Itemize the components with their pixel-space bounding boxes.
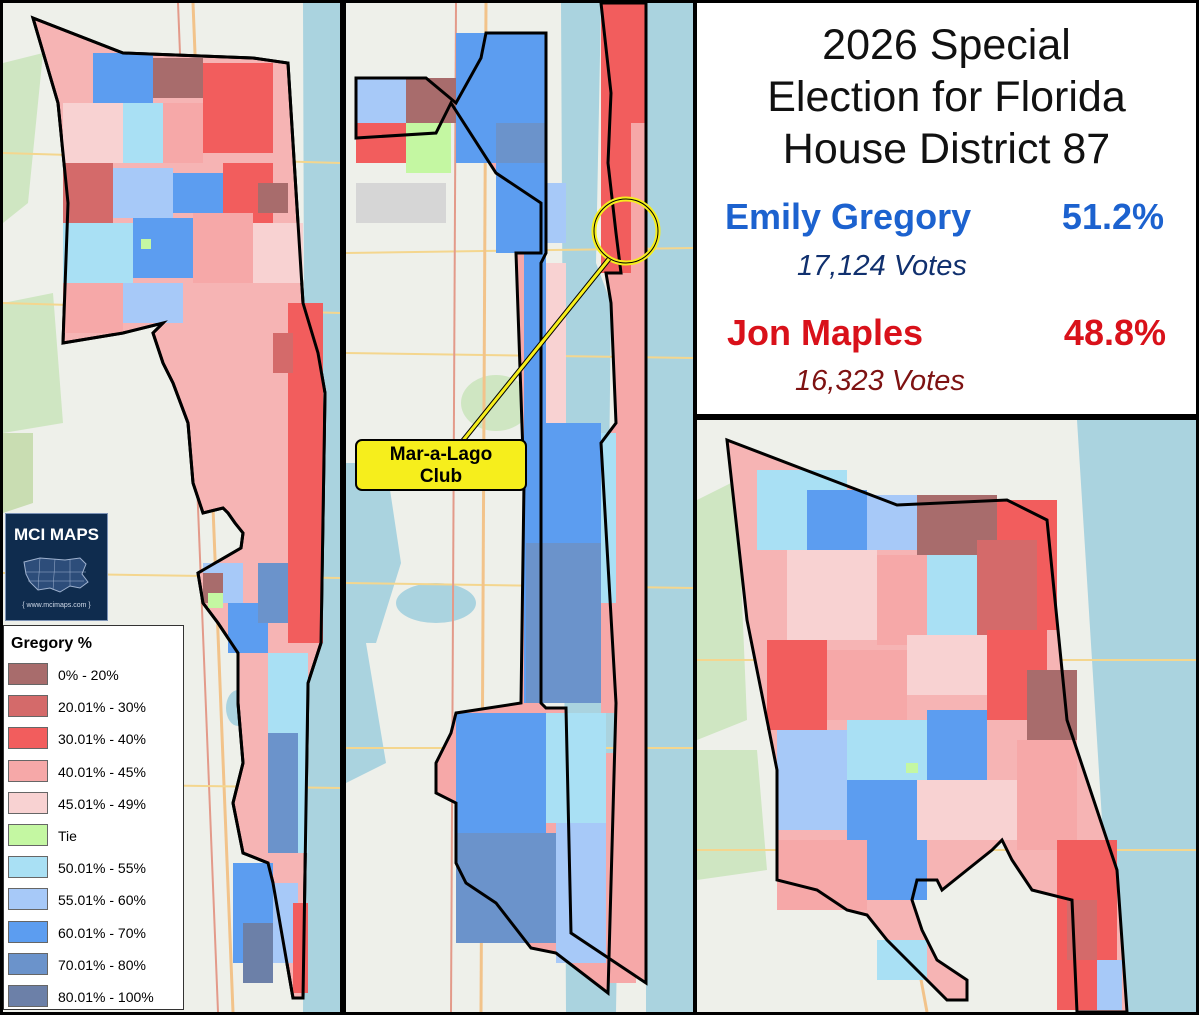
us-map-icon (23, 557, 89, 593)
candidate-name-maples: Jon Maples (727, 312, 924, 353)
legend-row: 30.01% - 40% (8, 727, 180, 753)
logo-title: MCI MAPS (14, 525, 99, 544)
title-line-1: 2026 Special (822, 21, 1071, 69)
legend-row: 80.01% - 100% (8, 985, 180, 1011)
legend-swatch (8, 791, 48, 814)
legend-row: 60.01% - 70% (8, 920, 180, 947)
legend-row: 20.01% - 30% (8, 695, 180, 721)
legend-swatch (8, 759, 48, 782)
logo-url: { www.mcimaps.com } (22, 602, 91, 609)
legend-label: 0% - 20% (58, 667, 119, 683)
legend-label: 55.01% - 60% (58, 892, 146, 909)
map-full-district[interactable] (3, 3, 340, 1012)
legend-label: 45.01% - 49% (58, 795, 146, 812)
callout-line-1: Mar-a-Lago (389, 444, 493, 465)
legend-row: 50.01% - 55% (8, 856, 180, 882)
legend-row: Tie (8, 824, 180, 850)
legend-row: 45.01% - 49% (8, 791, 180, 818)
candidate-votes-gregory: 17,124 Votes (797, 250, 967, 282)
legend-label: 80.01% - 100% (58, 989, 154, 1005)
legend-row: 40.01% - 45% (8, 759, 180, 786)
legend-row: 70.01% - 80% (8, 952, 180, 979)
legend-label: 20.01% - 30% (58, 699, 146, 716)
map-north-district[interactable] (697, 420, 1196, 1012)
callout-line-2: Club (419, 466, 463, 487)
mar-a-lago-callout: Mar-a-Lago Club (355, 439, 527, 491)
legend-swatch (8, 856, 48, 879)
legend-swatch (8, 727, 48, 750)
mci-maps-logo: MCI MAPS { www.mcimaps.com } (5, 513, 108, 621)
legend-label: 60.01% - 70% (58, 924, 146, 941)
legend-label: 30.01% - 40% (58, 731, 146, 748)
legend-swatch (8, 920, 48, 943)
legend-label: 40.01% - 45% (58, 763, 146, 780)
legend-title: Gregory % (11, 635, 92, 652)
legend-swatch (8, 888, 48, 911)
title-line-2: Election for Florida (767, 73, 1126, 121)
legend-label: Tie (58, 828, 77, 844)
legend-swatch (8, 824, 48, 846)
legend-label: 70.01% - 80% (58, 956, 146, 973)
map-central-district[interactable] (346, 3, 693, 1012)
title-line-3: House District 87 (782, 125, 1111, 173)
candidate-percent-maples: 48.8% (1063, 312, 1166, 353)
legend-swatch (8, 985, 48, 1007)
legend-row: 0% - 20% (8, 663, 180, 689)
legend-swatch (8, 695, 48, 718)
legend-row: 55.01% - 60% (8, 888, 180, 914)
results-panel: 2026 Special Election for Florida House … (697, 3, 1196, 414)
candidate-percent-gregory: 51.2% (1061, 196, 1164, 237)
legend-label: 50.01% - 55% (58, 860, 146, 877)
candidate-votes-maples: 16,323 Votes (795, 365, 965, 397)
legend-swatch (8, 663, 48, 685)
legend-swatch (8, 952, 48, 975)
legend: Gregory % 0% - 20% 20.01% - 30% 30.01% - 4… (3, 625, 184, 1010)
candidate-name-gregory: Emily Gregory (725, 196, 972, 237)
